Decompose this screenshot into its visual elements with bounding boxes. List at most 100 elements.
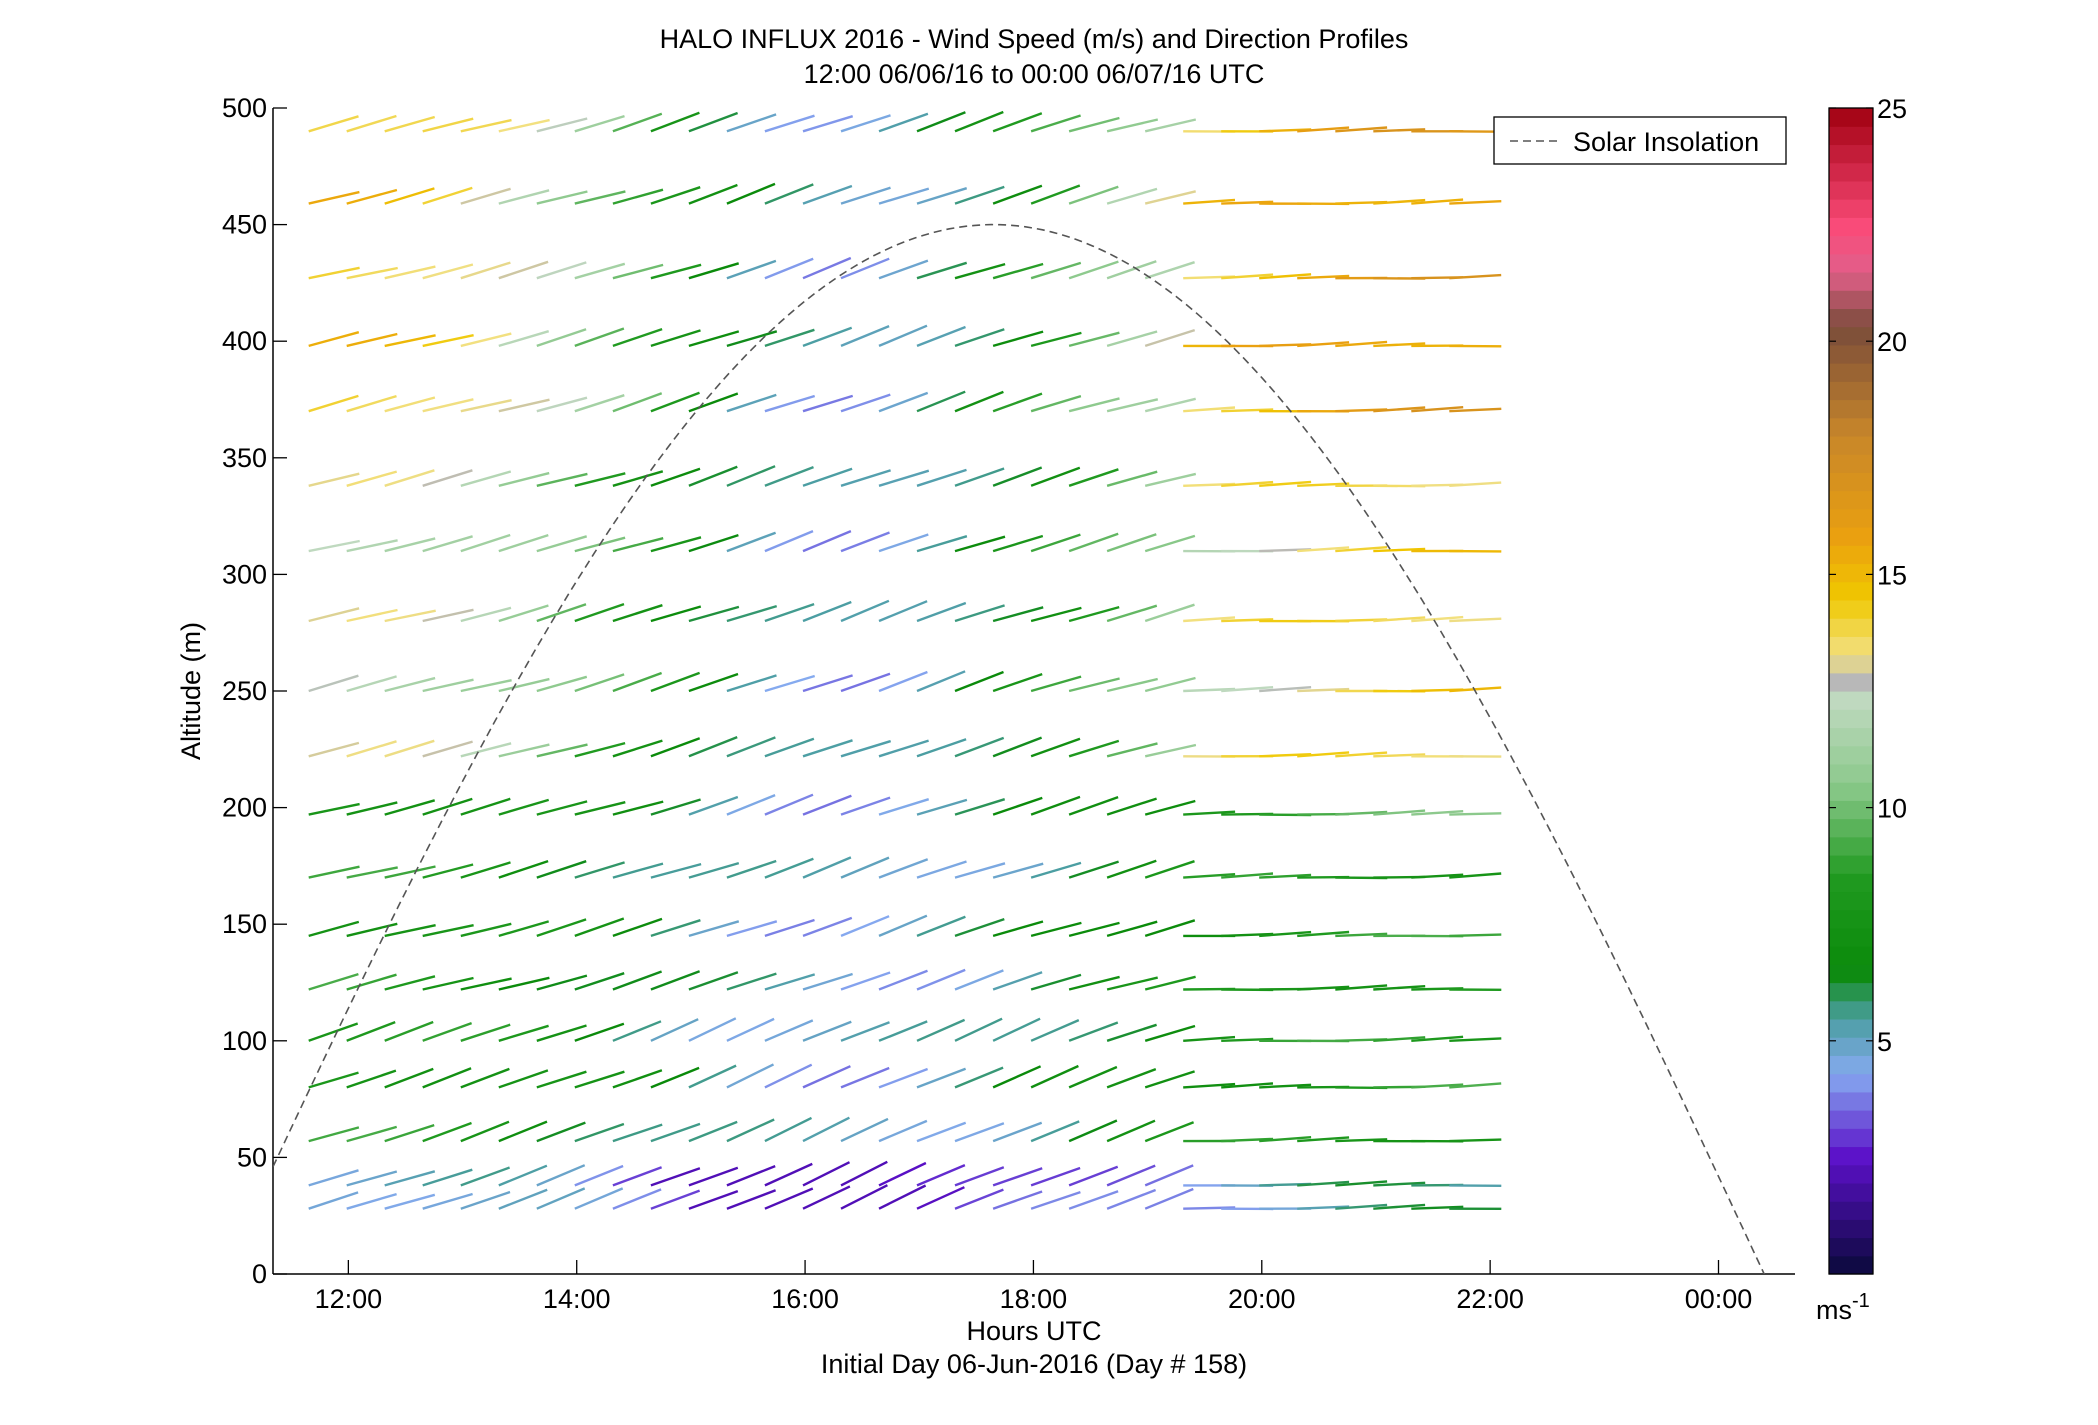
wind-vector	[1030, 737, 1081, 758]
wind-vector	[992, 1121, 1043, 1143]
wind-vector	[878, 391, 929, 413]
wind-vector	[536, 1121, 586, 1143]
wind-vector	[992, 1065, 1042, 1089]
wind-vector	[1144, 1164, 1194, 1187]
wind-vector	[346, 675, 397, 693]
wind-vector	[688, 672, 739, 693]
wind-vector	[954, 798, 1006, 816]
wind-vector	[840, 469, 891, 487]
wind-vector	[650, 1018, 699, 1042]
wind-vector	[878, 798, 930, 816]
wind-vector	[878, 914, 928, 938]
wind-vector	[1030, 675, 1082, 693]
wind-vector	[878, 969, 928, 991]
wind-vector	[992, 534, 1044, 553]
wind-vector	[764, 973, 816, 991]
wind-vector	[764, 328, 815, 348]
wind-vector	[1297, 546, 1350, 553]
colorbar-band	[1829, 180, 1873, 200]
wind-vector	[1144, 919, 1196, 938]
wind-vector	[1221, 408, 1274, 413]
wind-vector	[1335, 1180, 1388, 1187]
wind-vector	[1106, 1119, 1156, 1143]
wind-vector	[460, 679, 512, 693]
wind-vector	[726, 1063, 775, 1089]
wind-vector	[498, 1120, 548, 1143]
wind-vector	[802, 600, 852, 623]
wind-vector	[726, 1189, 777, 1210]
wind-vector	[688, 183, 738, 205]
wind-vector	[1449, 1082, 1502, 1089]
wind-vector	[422, 535, 473, 553]
wind-vector	[1106, 330, 1158, 348]
wind-vector	[1106, 677, 1158, 693]
wind-vector	[726, 531, 777, 553]
wind-vector	[878, 533, 929, 553]
wind-vector	[498, 1164, 548, 1187]
wind-vector	[1449, 481, 1502, 487]
colorbar-band	[1829, 253, 1873, 273]
wind-vector	[840, 1066, 890, 1089]
wind-vector	[992, 1190, 1043, 1210]
wind-vector	[840, 915, 890, 938]
wind-vector	[460, 922, 512, 938]
wind-vector	[422, 740, 473, 758]
wind-vector	[726, 1118, 775, 1143]
wind-vector	[688, 465, 738, 487]
wind-vector	[612, 392, 663, 413]
wind-vector	[1030, 861, 1082, 879]
wind-vector	[1411, 615, 1464, 623]
wind-vector	[1068, 921, 1120, 938]
wind-vector	[1106, 742, 1158, 758]
colorbar-band	[1829, 363, 1873, 382]
wind-vector	[1030, 1166, 1081, 1187]
wind-vector	[1030, 1190, 1081, 1210]
wind-vector	[1449, 686, 1502, 693]
wind-vector	[764, 529, 814, 553]
wind-vector	[460, 118, 512, 133]
wind-vector	[536, 261, 587, 280]
wind-vector	[802, 326, 853, 348]
wind-vector	[1335, 932, 1388, 938]
colorbar-band	[1829, 1073, 1873, 1093]
wind-vector	[840, 186, 891, 205]
wind-vector	[574, 394, 625, 413]
wind-vector	[308, 266, 360, 280]
wind-vector	[574, 972, 625, 991]
wind-vector	[764, 1063, 813, 1089]
wind-vector	[916, 601, 967, 623]
wind-vector	[954, 467, 1005, 487]
colorbar-band	[1829, 672, 1873, 692]
wind-vector	[954, 535, 1006, 553]
wind-vector	[384, 187, 435, 205]
wind-vector	[688, 605, 740, 623]
wind-vector	[650, 605, 702, 623]
wind-vector	[1373, 809, 1426, 816]
wind-vector	[1068, 975, 1120, 991]
wind-vector	[650, 263, 702, 280]
wind-vector	[1449, 1037, 1502, 1042]
wind-vector	[650, 186, 701, 205]
wind-vector	[1259, 930, 1312, 938]
wind-vector	[460, 533, 511, 553]
wind-vector	[840, 971, 891, 991]
wind-vector	[992, 392, 1043, 413]
wind-vector	[688, 262, 740, 280]
wind-vector	[612, 263, 664, 280]
wind-vector	[1183, 810, 1236, 816]
wind-vector	[1106, 920, 1158, 938]
wind-vector	[764, 394, 816, 413]
colorbar-band	[1829, 126, 1873, 146]
wind-vector	[992, 971, 1043, 991]
wind-vector	[1144, 676, 1196, 693]
wind-vector	[726, 182, 776, 205]
wind-vector	[1106, 470, 1158, 487]
wind-vector	[878, 469, 930, 487]
wind-vector	[1449, 617, 1502, 623]
wind-vector	[916, 187, 968, 205]
wind-vector	[1183, 198, 1236, 205]
wind-vector	[802, 1065, 851, 1089]
wind-vector	[1259, 1136, 1312, 1143]
wind-vector	[1449, 407, 1502, 413]
wind-vector	[612, 327, 663, 348]
